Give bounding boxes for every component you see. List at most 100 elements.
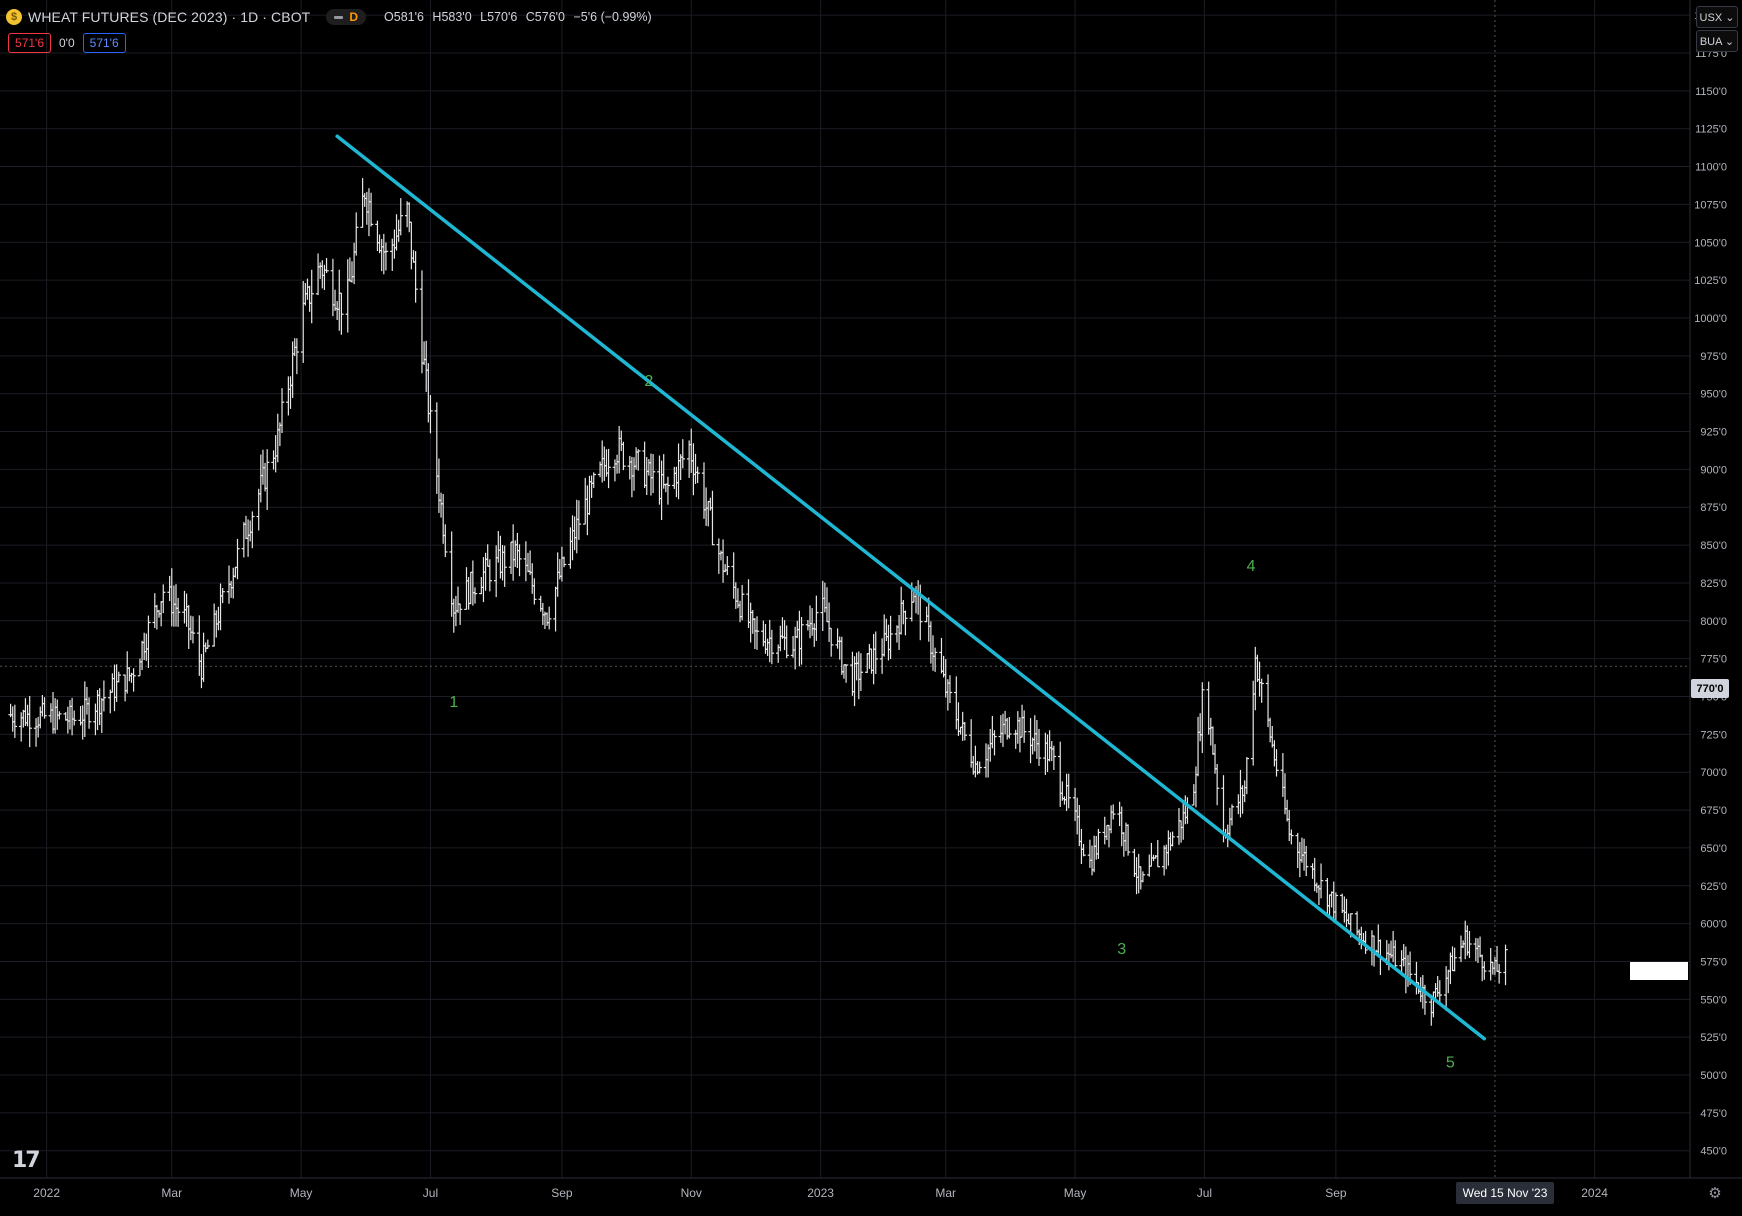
- bid-price[interactable]: 571'6: [8, 33, 51, 53]
- y-tick-label: 475'0: [1700, 1108, 1727, 1120]
- y-tick-label: 650'0: [1700, 843, 1727, 855]
- ohlc-bar: [1036, 728, 1042, 766]
- ohlc-bar: [309, 269, 314, 324]
- ohlc-bar: [220, 587, 225, 604]
- ohlc-bar: [1496, 963, 1502, 984]
- crosshair-price-label: 770'0: [1691, 679, 1729, 698]
- y-tick-label: 800'0: [1700, 616, 1727, 628]
- ohlc-bar: [1111, 804, 1116, 820]
- y-tick-label: 925'0: [1700, 427, 1727, 439]
- y-tick-label: 575'0: [1700, 956, 1727, 968]
- ohlc-bar: [977, 761, 982, 774]
- ohlc-bar: [250, 511, 255, 549]
- ohlc-bar: [829, 627, 834, 657]
- ohlc-bar: [502, 545, 507, 587]
- ohlc-bar: [1503, 944, 1508, 986]
- x-tick-label: 2022: [33, 1186, 60, 1200]
- y-tick-label: 550'0: [1700, 994, 1727, 1006]
- ohlc-bar: [591, 472, 596, 488]
- ohlc-bar: [27, 695, 32, 748]
- x-tick-label: Mar: [161, 1186, 182, 1200]
- ohlc-bar: [175, 597, 181, 627]
- ohlc-bar: [947, 675, 953, 704]
- ohlc-bar: [843, 664, 849, 683]
- spread-value: 0'0: [59, 36, 75, 50]
- ohlc-bar: [101, 680, 107, 712]
- trendline: [335, 134, 1487, 1041]
- y-tick-label: 1075'0: [1694, 199, 1727, 211]
- ohlc-bar: [932, 647, 938, 672]
- currency-button[interactable]: USX ⌄: [1696, 6, 1738, 28]
- symbol-title[interactable]: WHEAT FUTURES (DEC 2023) · 1D · CBOT: [28, 9, 311, 25]
- x-tick-label: Jul: [1197, 1186, 1212, 1200]
- y-tick-label: 600'0: [1700, 919, 1727, 931]
- minus-icon: [334, 15, 344, 19]
- ohlc-bar: [769, 629, 775, 665]
- y-tick-label: 1025'0: [1694, 275, 1727, 287]
- change-value: −5'6 (−0.99%): [573, 10, 652, 24]
- y-tick-label: 775'0: [1700, 654, 1727, 666]
- ohlc-bar: [992, 730, 997, 756]
- ohlc-bar: [725, 556, 730, 576]
- ohlc-bar: [710, 490, 715, 546]
- ohlc-bar: [1229, 804, 1235, 826]
- gear-icon[interactable]: ⚙: [1708, 1185, 1722, 1202]
- ohlc-bar: [472, 587, 478, 604]
- tradingview-logo[interactable]: 17: [12, 1148, 41, 1173]
- last-price-marker: [1630, 962, 1688, 980]
- x-tick-label: Sep: [551, 1186, 573, 1200]
- y-tick-label: 1125'0: [1695, 124, 1727, 136]
- ohlc-bar: [650, 454, 656, 494]
- ohlc-bar: [12, 704, 18, 738]
- ask-price[interactable]: 571'6: [82, 33, 126, 53]
- ohlc-bar: [665, 476, 671, 505]
- ohlc-bar: [324, 257, 329, 274]
- unit-button[interactable]: BUA ⌄: [1696, 30, 1738, 52]
- x-tick-label: Mar: [935, 1186, 956, 1200]
- ohlc-bar: [754, 616, 760, 650]
- y-tick-label: 675'0: [1700, 805, 1727, 817]
- ohlc-bar: [1303, 845, 1309, 877]
- y-tick-label: 825'0: [1700, 578, 1727, 590]
- ohlc-bar: [1155, 839, 1160, 868]
- ohlc-bar: [1259, 678, 1264, 703]
- ohlc-bar: [1452, 947, 1457, 972]
- x-tick-label: 2023: [807, 1186, 834, 1200]
- ohlc-bar: [294, 338, 300, 375]
- ohlc-bar: [532, 578, 537, 605]
- ohlc-bar: [695, 466, 700, 484]
- ohlc-bar: [888, 615, 893, 660]
- ohlc-bar: [1244, 756, 1250, 795]
- ohlc-bar: [1200, 682, 1205, 754]
- ohlc-bar: [190, 616, 196, 644]
- delay-flag: D: [349, 10, 359, 24]
- close-value: C576'0: [525, 10, 566, 24]
- y-tick-label: 950'0: [1700, 389, 1727, 401]
- y-tick-label: 450'0: [1700, 1146, 1727, 1158]
- ohlc-bar: [606, 448, 611, 489]
- ohlc-bar: [428, 395, 433, 434]
- ohlc-bar: [1214, 763, 1220, 806]
- ohlc-bar: [108, 689, 113, 714]
- ohlc-bar: [1318, 863, 1324, 899]
- ohlc-bar: [1125, 824, 1131, 856]
- coin-icon[interactable]: $: [6, 9, 22, 25]
- y-tick-label: 850'0: [1700, 540, 1727, 552]
- ohlc-bar: [1333, 892, 1339, 923]
- ohlc-bar: [903, 610, 908, 636]
- visibility-pill[interactable]: D: [326, 9, 367, 25]
- ohlc-bar: [1467, 930, 1472, 958]
- ohlc-bar: [799, 616, 804, 665]
- ohlc-bar: [739, 584, 745, 621]
- ohlc-bar: [413, 251, 418, 303]
- ohlc-bar: [161, 584, 166, 614]
- y-tick-label: 1100'0: [1695, 162, 1727, 174]
- ohlc-bar: [383, 242, 389, 271]
- ohlc-bar: [1170, 831, 1175, 847]
- ohlc-bar: [1393, 940, 1398, 967]
- ohlc-bar: [576, 500, 582, 540]
- x-tick-label: Nov: [681, 1186, 702, 1200]
- ohlc-bar: [1274, 749, 1279, 777]
- y-tick-label: 700'0: [1700, 767, 1727, 779]
